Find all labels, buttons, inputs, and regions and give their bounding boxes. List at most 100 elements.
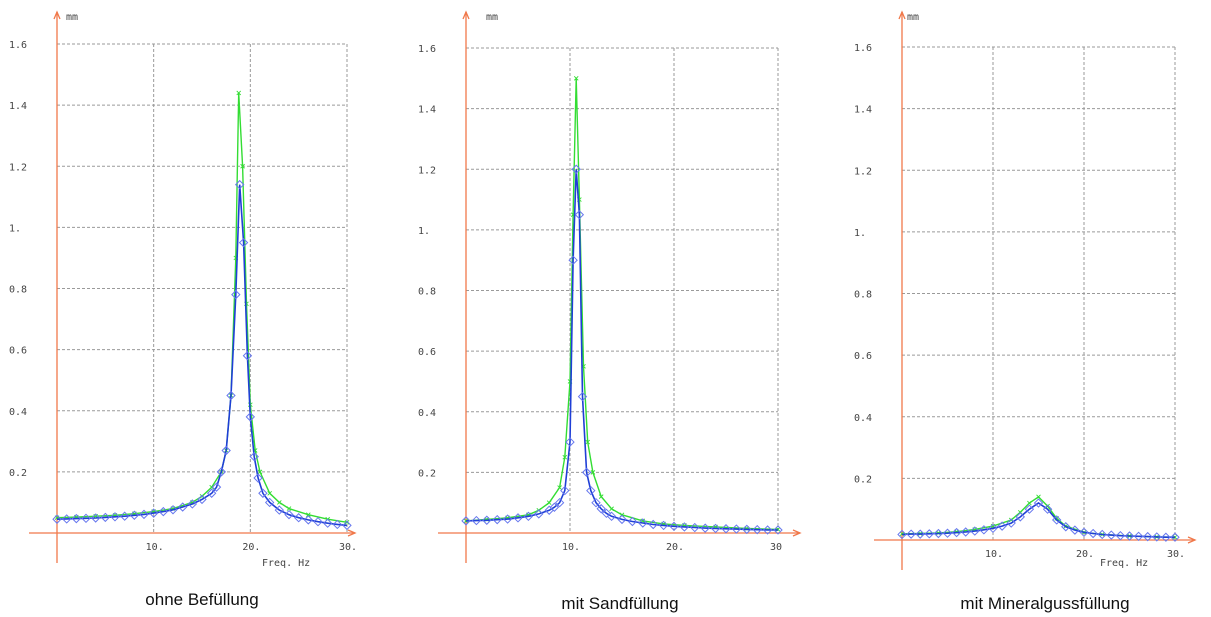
data-point-marker [1124, 531, 1135, 541]
data-point-marker [906, 529, 916, 539]
data-point-marker [933, 528, 944, 539]
y-tick-label: 0.8 [9, 285, 27, 296]
data-point-marker [242, 351, 253, 361]
data-point-marker [342, 520, 352, 531]
data-point-marker [960, 527, 971, 537]
data-point-cross [562, 454, 568, 460]
data-point-marker [221, 445, 231, 456]
data-point-cross [573, 75, 579, 81]
data-point-marker [211, 482, 222, 492]
x-tick-label: 30 [770, 542, 782, 553]
data-point-marker [970, 526, 980, 536]
data-point-marker [1097, 529, 1107, 540]
data-point-marker [234, 179, 245, 190]
data-point-marker [1051, 515, 1062, 525]
data-point-marker [924, 529, 935, 539]
data-point-marker [601, 508, 612, 519]
x-axis-label: Freq. Hz [262, 558, 310, 569]
data-point-marker [606, 511, 617, 522]
data-point-cross [286, 506, 292, 511]
data-point-marker [596, 504, 606, 514]
data-point-marker [293, 513, 304, 523]
gridlines [902, 46, 1176, 540]
data-point-marker [1042, 504, 1053, 514]
data-point-marker [253, 473, 263, 483]
y-tick-label: 1. [854, 228, 866, 239]
data-point-marker [679, 522, 690, 532]
data-point-marker [303, 515, 314, 525]
y-tick-label: 0.2 [418, 468, 436, 479]
data-point-marker [752, 524, 762, 535]
data-point-marker [1161, 532, 1171, 542]
data-point-marker [1006, 518, 1016, 528]
gridlines [57, 43, 348, 533]
data-point-marker [1106, 530, 1117, 540]
y-unit-label: mm [66, 12, 78, 23]
y-tick-label: 0.6 [418, 347, 436, 358]
x-tick-label: 10. [985, 549, 1003, 560]
x-tick-label: 30. [339, 542, 357, 553]
y-tick-label: 0.2 [854, 474, 872, 485]
data-point-marker [773, 525, 783, 535]
caption-mit-mineralgussfuellung: mit Mineralgussfüllung [960, 594, 1130, 613]
data-point-marker [110, 512, 120, 522]
data-point-marker [332, 519, 343, 530]
data-point-marker [627, 516, 638, 527]
data-point-marker [1070, 525, 1080, 535]
y-tick-label: 1.2 [418, 165, 436, 176]
x-axis-arrow [1187, 536, 1197, 544]
data-point-marker [61, 514, 72, 524]
chart-panel-ohne-befuellung: mm Freq. Hz 0.2 0.4 0.6 0.8 1. 1.2 1.4 1.6 10. 20… [9, 10, 357, 569]
data-point-marker [762, 525, 773, 535]
x-tick-label: 20. [242, 542, 260, 553]
data-point-marker [1061, 522, 1071, 532]
caption-mit-sandfuellung: mit Sandfüllung [561, 594, 679, 613]
data-point-marker [1024, 504, 1035, 514]
data-point-marker [1152, 532, 1162, 542]
data-point-marker [581, 467, 592, 478]
data-point-marker [52, 514, 62, 524]
data-point-cross [585, 439, 590, 445]
data-point-marker [129, 510, 140, 520]
data-point-marker [119, 511, 130, 521]
x-tick-label: 10. [562, 542, 580, 553]
data-point-marker [284, 509, 294, 520]
data-point-marker [560, 485, 570, 496]
data-point-marker [554, 497, 565, 508]
data-point-marker [187, 499, 198, 509]
data-point-marker [951, 527, 962, 538]
data-point-marker [238, 237, 249, 248]
data-point-marker [571, 164, 581, 174]
data-point-marker [148, 508, 159, 518]
data-point-marker [1115, 530, 1126, 541]
x-tick-label: 20. [666, 542, 684, 553]
data-point-marker [274, 505, 285, 515]
data-point-marker [139, 509, 149, 520]
y-tick-label: 1.4 [418, 105, 436, 116]
data-point-marker [258, 488, 268, 498]
data-point-cross [598, 494, 604, 499]
data-point-marker [1033, 498, 1044, 508]
y-tick-label: 1.6 [854, 43, 872, 54]
data-point-marker [565, 437, 575, 447]
data-point-marker [177, 502, 188, 512]
data-point-marker [897, 529, 907, 540]
y-tick-label: 0.8 [418, 287, 436, 298]
data-point-marker [1170, 532, 1180, 542]
data-point-marker [731, 524, 742, 534]
series-line-blue [465, 169, 778, 531]
data-point-marker [1142, 531, 1153, 542]
data-point-marker [915, 529, 925, 539]
y-unit-label: mm [486, 12, 498, 23]
data-point-marker [168, 505, 178, 515]
data-point-marker [100, 512, 111, 523]
data-point-marker [669, 521, 679, 532]
data-point-cross [546, 500, 552, 506]
y-unit-label: mm [907, 12, 919, 23]
x-axis-label: Freq. Hz [1100, 558, 1148, 569]
y-tick-label: 0.6 [9, 346, 27, 357]
data-point-marker [568, 255, 578, 265]
y-tick-label: 1. [418, 226, 430, 237]
data-point-marker [690, 522, 700, 533]
